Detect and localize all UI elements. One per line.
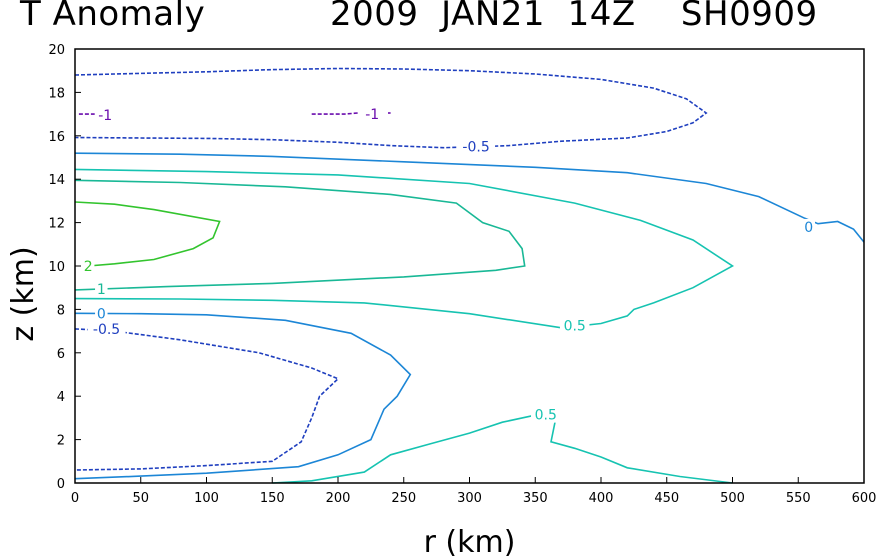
y-tick-label: 20 (48, 43, 65, 58)
contour-label: -1 (365, 107, 379, 123)
x-axis-label: r (km) (424, 525, 516, 558)
contour-line (550, 422, 733, 484)
contour-label: 1 (97, 282, 106, 298)
contour-label-bg (94, 107, 116, 124)
contour-label-bg (531, 406, 561, 423)
contour-label-bg (361, 106, 383, 123)
contour-line (74, 179, 526, 291)
x-tick-label: 400 (589, 491, 614, 506)
x-axis: 0 50 100 150 200 250 300 350 400 450 500 550 600 (71, 477, 877, 506)
y-axis-label: z (km) (6, 246, 41, 341)
y-tick-label: 18 (48, 86, 65, 101)
x-tick-label: 100 (194, 491, 219, 506)
y-axis: 0 2 4 6 8 10 12 14 16 18 20 (48, 43, 81, 492)
contour-label-bg (87, 320, 126, 337)
contour-label-bg (559, 317, 590, 334)
contour-label: 2 (84, 259, 93, 275)
x-tick-label: 550 (786, 491, 811, 506)
contour-line (74, 152, 865, 243)
x-tick-label: 150 (260, 491, 285, 506)
x-tick-label: 350 (523, 491, 548, 506)
x-tick-label: 50 (132, 491, 149, 506)
x-tick-label: 500 (720, 491, 745, 506)
chart-title-right: 2009 JAN21 14Z SH0909 (330, 0, 818, 34)
y-tick-label: 12 (48, 217, 65, 232)
contour-line (74, 328, 340, 471)
x-tick-label: 300 (457, 491, 482, 506)
contour-label-bg (81, 258, 95, 274)
contour-line (74, 312, 412, 480)
y-tick-label: 16 (48, 130, 65, 145)
y-tick-label: 2 (57, 434, 65, 449)
x-tick-label: 250 (391, 491, 416, 506)
x-tick-label: 450 (654, 491, 679, 506)
y-tick-label: 10 (48, 260, 65, 275)
y-tick-label: 4 (57, 390, 65, 405)
y-tick-label: 14 (48, 173, 65, 188)
contour-label-bg (457, 138, 496, 155)
contour-label: -0.5 (93, 322, 120, 338)
contour-label: 0.5 (564, 319, 586, 335)
contour-line (74, 67, 708, 149)
contour-line (311, 112, 358, 115)
contour-label-bg (95, 280, 108, 297)
contour-line (74, 201, 221, 267)
contour-label: -1 (98, 108, 112, 124)
contour-label: 0.5 (535, 408, 557, 424)
contour-label-bg (95, 305, 108, 322)
contour-label: 0 (804, 220, 813, 236)
x-tick-label: 600 (852, 491, 877, 506)
contour-line (272, 413, 546, 484)
y-tick-label: 8 (57, 303, 65, 318)
contour-lines (74, 67, 865, 484)
contour-line (74, 168, 735, 329)
y-tick-label: 0 (57, 477, 65, 492)
chart-title-left: T Anomaly (20, 0, 206, 34)
contour-label: -0.5 (462, 140, 489, 156)
y-tick-label: 6 (57, 347, 65, 362)
contour-label-bg (802, 218, 816, 235)
x-tick-label: 0 (71, 491, 79, 506)
x-tick-label: 200 (326, 491, 351, 506)
plot-frame (74, 48, 865, 484)
contour-label: 0 (97, 307, 106, 323)
